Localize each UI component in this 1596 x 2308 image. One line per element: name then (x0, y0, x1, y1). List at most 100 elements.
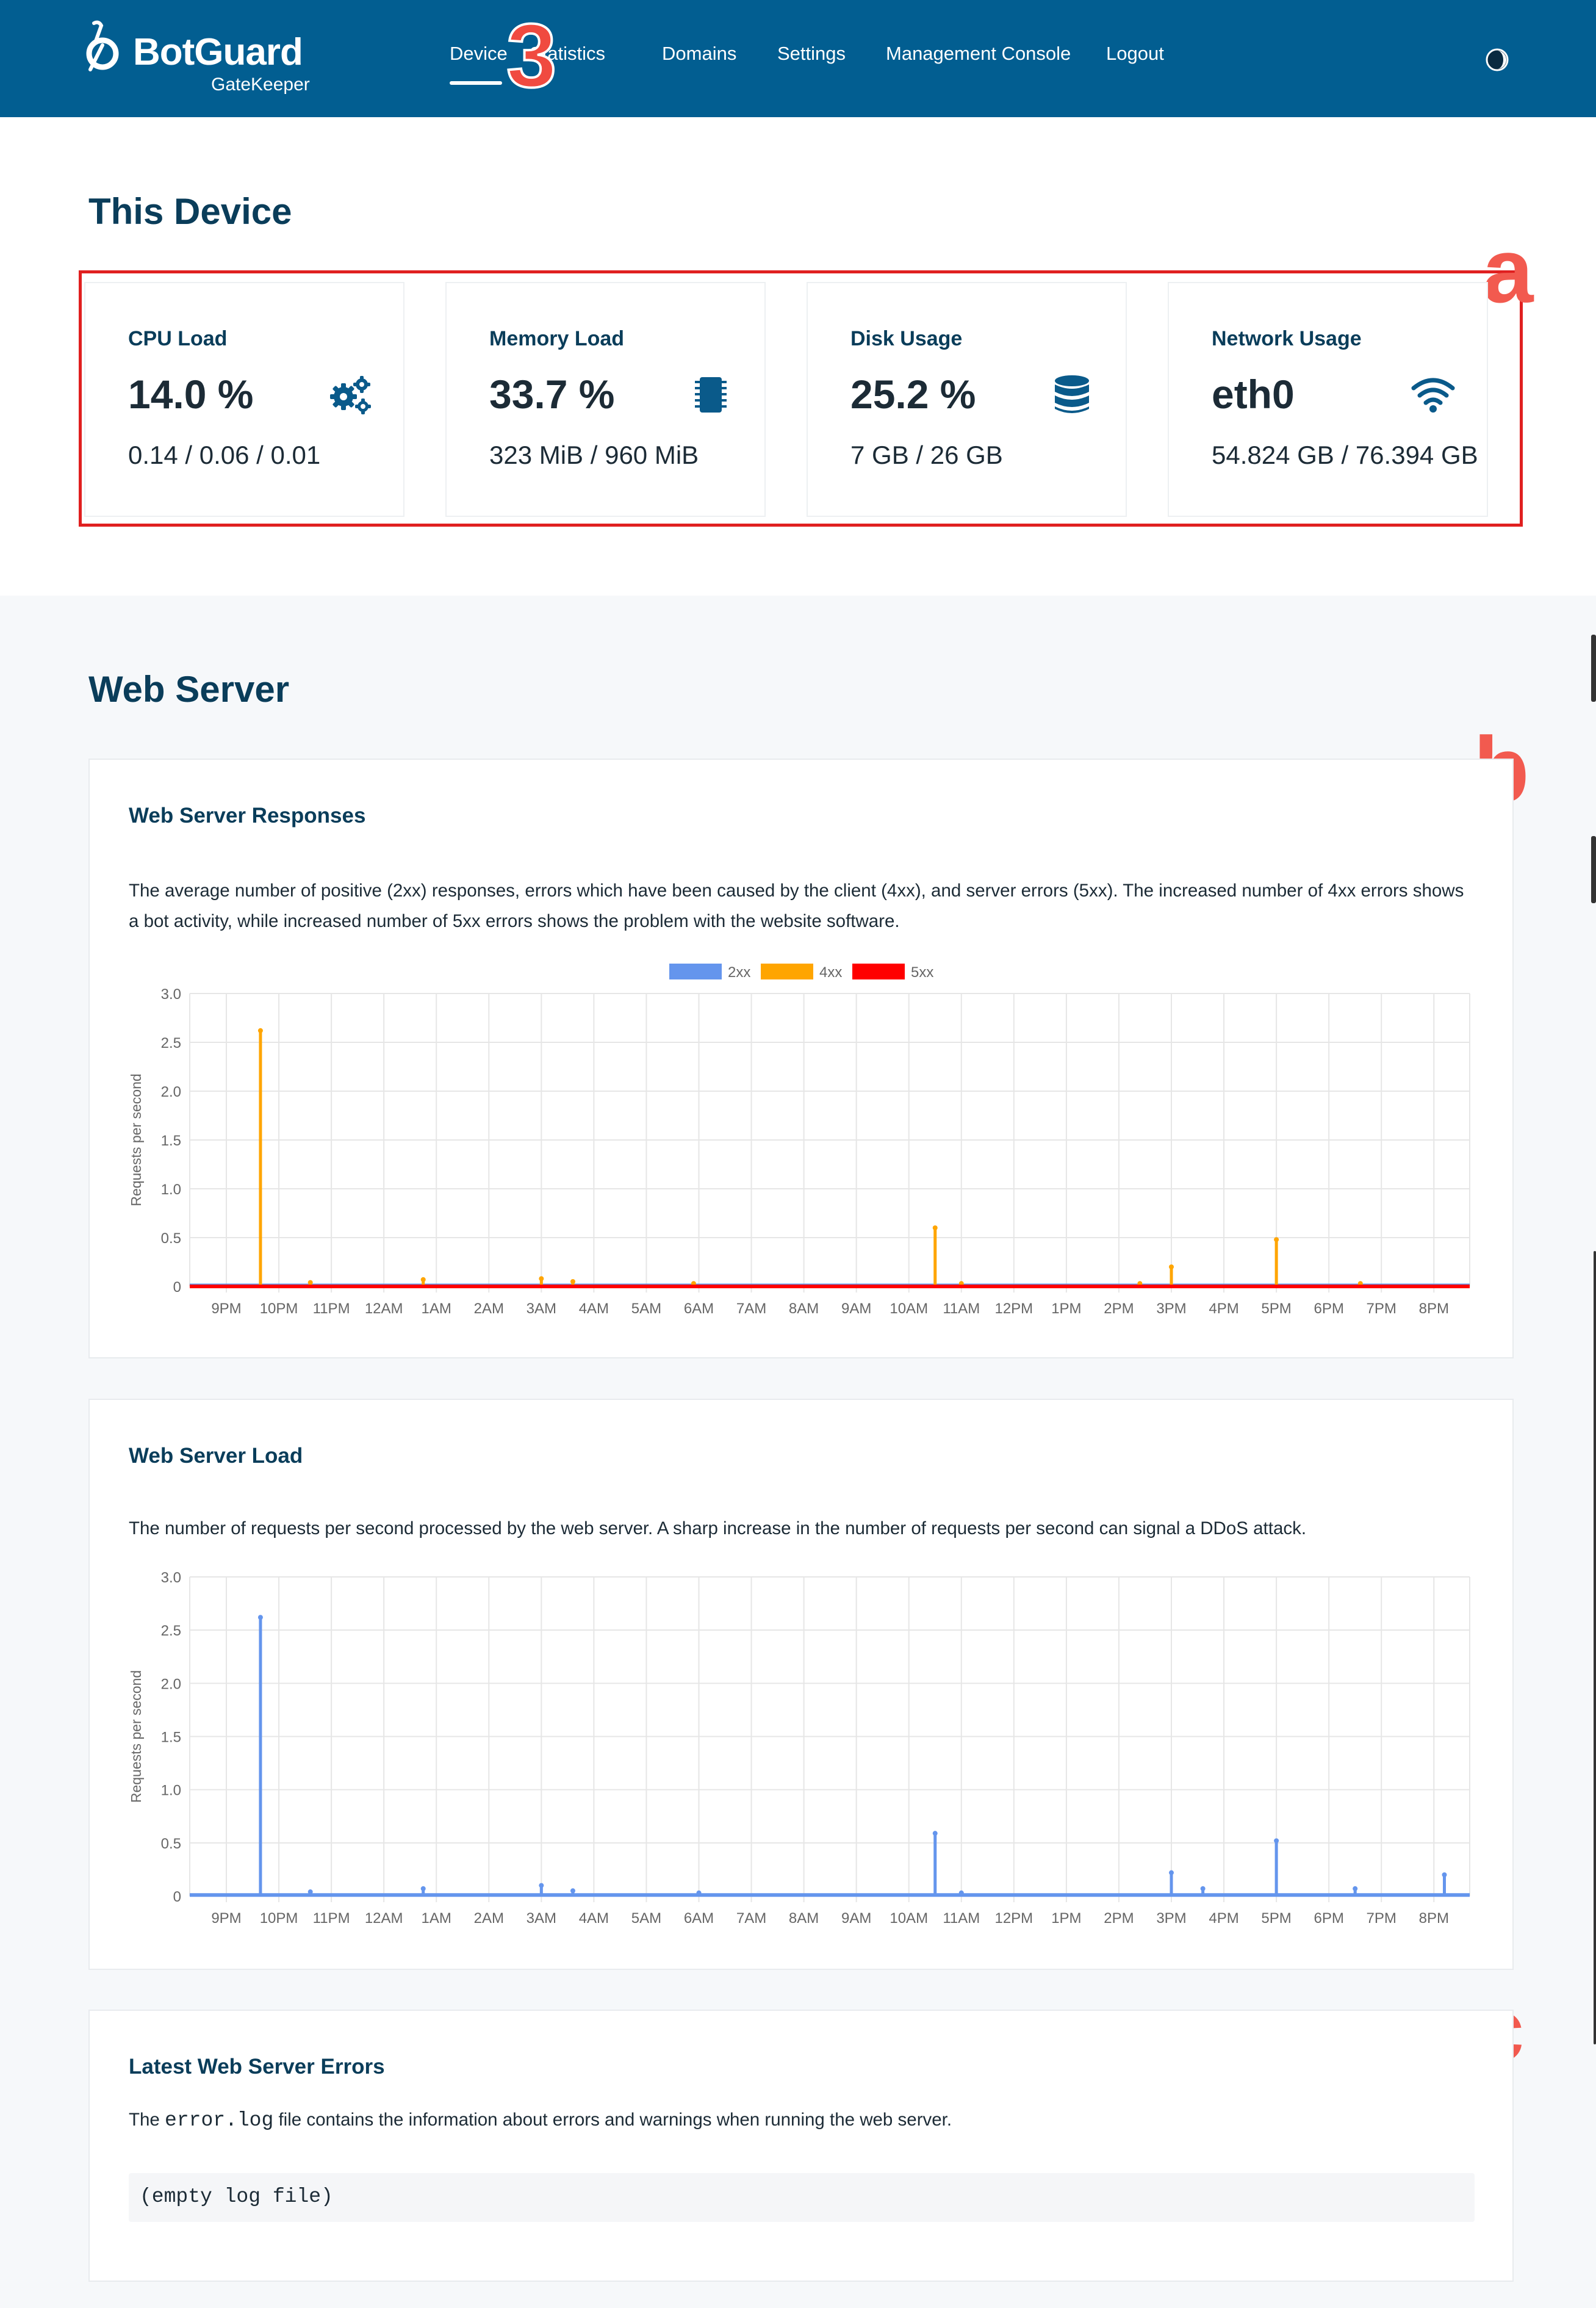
x-tick-label: 8PM (1419, 1300, 1449, 1317)
x-tick-label: 10PM (260, 1910, 298, 1927)
data-point[interactable] (307, 1280, 313, 1285)
data-point[interactable] (539, 1883, 544, 1888)
x-tick-label: 3AM (527, 1910, 556, 1927)
x-tick-label: 12AM (365, 1910, 403, 1927)
botguard-logo[interactable]: BotGuard GateKeeper (82, 18, 314, 98)
x-tick-label: 6PM (1314, 1910, 1343, 1927)
nav-management-console[interactable]: Management Console (886, 43, 1071, 64)
x-tick-label: 4AM (579, 1300, 609, 1317)
data-point[interactable] (570, 1279, 575, 1284)
x-tick-label: 4AM (579, 1910, 609, 1927)
x-tick-label: 5AM (631, 1300, 661, 1317)
x-tick-label: 10PM (260, 1300, 298, 1317)
nav-domains[interactable]: Domains (662, 43, 737, 64)
y-tick-label: 3.0 (161, 986, 181, 1003)
data-point[interactable] (932, 1831, 938, 1836)
scroll-edge-mark (1594, 1251, 1596, 2044)
stat-detail: 0.14 / 0.06 / 0.01 (128, 441, 321, 469)
data-point[interactable] (539, 1276, 544, 1282)
data-point[interactable] (1168, 1264, 1174, 1269)
data-point[interactable] (257, 1615, 263, 1620)
x-tick-label: 2AM (474, 1910, 504, 1927)
x-tick-label: 10AM (890, 1300, 928, 1317)
cpu-load-card: CPU Load 14.0 % 0.14 / 0.06 / 0.01 (84, 282, 404, 517)
x-tick-label: 11AM (943, 1910, 980, 1927)
series-requests (190, 1615, 1470, 1897)
data-point[interactable] (1442, 1872, 1447, 1878)
x-tick-label: 7PM (1367, 1910, 1396, 1927)
x-tick-label: 10AM (890, 1910, 928, 1927)
data-point[interactable] (1200, 1886, 1206, 1891)
x-tick-label: 5PM (1261, 1300, 1291, 1317)
x-tick-label: 6PM (1314, 1300, 1343, 1317)
webserver-section-title: Web Server (88, 669, 290, 710)
x-tick-label: 1AM (422, 1910, 451, 1927)
scroll-edge-mark (1591, 635, 1596, 702)
disk-usage-card: Disk Usage 25.2 % 7 GB / 26 GB (807, 282, 1127, 517)
stat-value: 25.2 % (850, 372, 976, 417)
y-tick-label: 0.5 (161, 1230, 181, 1247)
x-tick-label: 5AM (631, 1910, 661, 1927)
x-tick-label: 9AM (841, 1910, 871, 1927)
memory-chip-icon (695, 377, 727, 413)
data-point[interactable] (307, 1889, 313, 1895)
x-tick-label: 3AM (527, 1300, 556, 1317)
x-tick-label: 9PM (211, 1910, 241, 1927)
data-point[interactable] (257, 1028, 263, 1033)
x-tick-label: 11AM (943, 1300, 980, 1317)
x-tick-label: 1AM (422, 1300, 451, 1317)
data-point[interactable] (932, 1225, 938, 1230)
x-tick-label: 7AM (736, 1910, 766, 1927)
legend-swatch[interactable] (669, 964, 722, 979)
nav-settings[interactable]: Settings (777, 43, 846, 64)
stat-value: 14.0 % (128, 372, 254, 417)
load-chart: 0 0.5 1.0 1.5 2.0 2.5 3.0 9PM 10PM 11PM 12AM 1AM 2AM… (128, 1570, 1470, 1927)
nav-logout[interactable]: Logout (1106, 43, 1164, 64)
x-tick-label: 3PM (1156, 1300, 1186, 1317)
stat-value: eth0 (1212, 372, 1295, 417)
data-point[interactable] (420, 1886, 426, 1891)
x-tick-label: 9PM (211, 1300, 241, 1317)
data-point[interactable] (570, 1888, 575, 1894)
y-axis-label: Requests per second (128, 1670, 144, 1803)
top-navbar: BotGuard GateKeeper Device Statistics Do… (0, 0, 1596, 117)
nav-device[interactable]: Device (450, 43, 508, 64)
panel-title: Latest Web Server Errors (129, 2055, 385, 2079)
nav-statistics[interactable]: Statistics (530, 43, 606, 64)
x-tick-label: 9AM (841, 1300, 871, 1317)
stat-detail: 54.824 GB / 76.394 GB (1212, 441, 1478, 469)
legend-label[interactable]: 2xx (728, 964, 750, 981)
data-point[interactable] (1274, 1237, 1279, 1242)
nav-active-indicator (450, 81, 502, 85)
memory-load-card: Memory Load 33.7 % 323 MiB / 960 MiB (445, 282, 766, 517)
scroll-edge-mark (1591, 836, 1596, 903)
data-point[interactable] (1353, 1886, 1358, 1891)
stat-detail: 7 GB / 26 GB (850, 441, 1003, 469)
x-tick-label: 1PM (1051, 1300, 1081, 1317)
stat-label: Memory Load (489, 327, 625, 350)
highlight-frame-a (79, 270, 1523, 527)
data-point[interactable] (1274, 1838, 1279, 1844)
data-point[interactable] (420, 1277, 426, 1282)
product-name: GateKeeper (211, 74, 310, 95)
theme-toggle-icon[interactable] (1485, 48, 1509, 72)
legend-label[interactable]: 4xx (819, 964, 842, 981)
y-tick-label: 1.0 (161, 1783, 181, 1799)
data-point[interactable] (1168, 1870, 1174, 1875)
legend-swatch[interactable] (761, 964, 813, 979)
y-tick-label: 3.0 (161, 1570, 181, 1586)
legend-swatch[interactable] (852, 964, 905, 979)
legend-label[interactable]: 5xx (911, 964, 933, 981)
botguard-logo-icon (86, 20, 119, 71)
desc-suffix: file contains the information about erro… (273, 2110, 952, 2130)
device-section-title: This Device (88, 191, 292, 232)
y-tick-label: 2.5 (161, 1623, 181, 1639)
x-tick-label: 7AM (736, 1300, 766, 1317)
series-4xx (190, 1028, 1470, 1288)
y-tick-label: 1.5 (161, 1133, 181, 1149)
x-tick-label: 3PM (1156, 1910, 1186, 1927)
stat-value: 33.7 % (489, 372, 615, 417)
x-tick-label: 11PM (313, 1300, 350, 1317)
data-point[interactable] (696, 1890, 702, 1895)
data-point[interactable] (958, 1890, 964, 1895)
